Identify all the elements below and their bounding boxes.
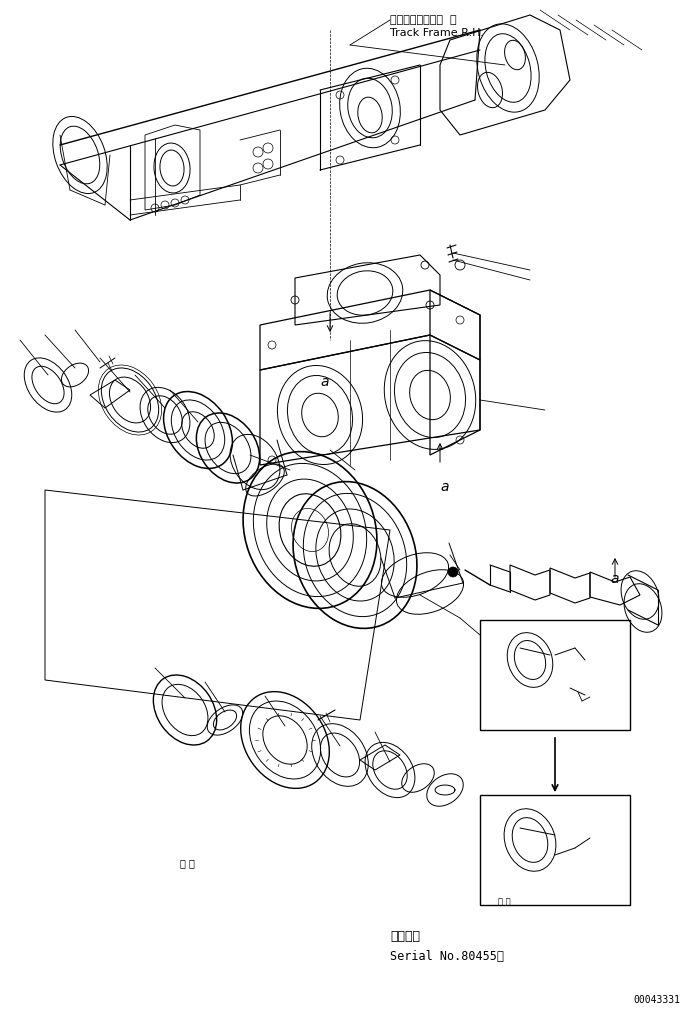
Text: ・ ・: ・ ・ — [498, 897, 511, 906]
Text: a: a — [320, 375, 328, 389]
Text: ・ ・: ・ ・ — [180, 858, 195, 868]
Text: Serial No.80455～: Serial No.80455～ — [390, 950, 504, 963]
Text: 適用号機: 適用号機 — [390, 930, 420, 943]
Text: a: a — [610, 572, 618, 586]
Bar — [480, 795, 630, 905]
Text: Track Frame R.H.: Track Frame R.H. — [390, 28, 484, 38]
Text: トラックフレーム  右: トラックフレーム 右 — [390, 15, 457, 25]
Circle shape — [448, 567, 458, 577]
Bar — [480, 620, 630, 730]
Text: 00043331: 00043331 — [633, 995, 680, 1005]
Text: a: a — [440, 480, 449, 494]
